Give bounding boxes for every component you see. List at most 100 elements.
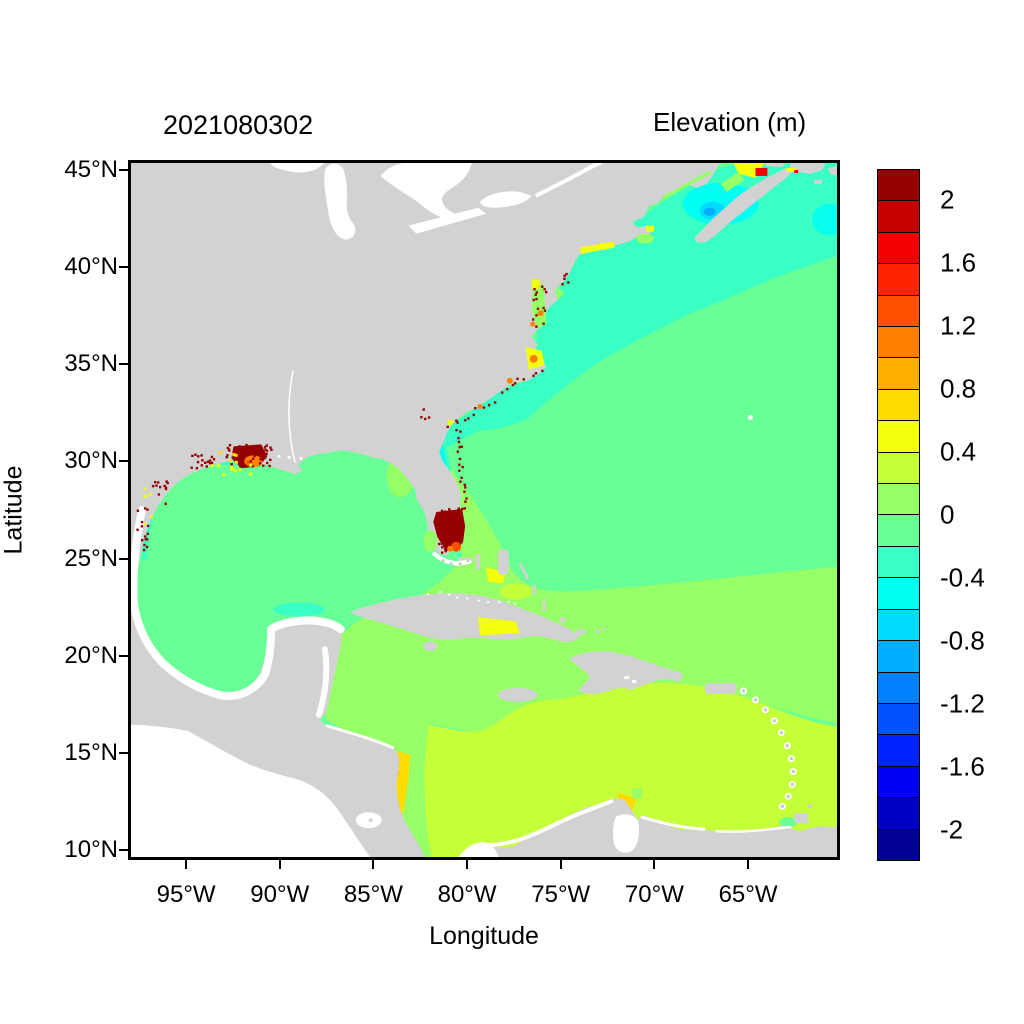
colorbar-cell xyxy=(878,327,919,359)
land-hispaniola xyxy=(569,651,684,694)
nantucket-green-patch xyxy=(636,233,655,244)
colorbar-tick-label: 0.4 xyxy=(940,436,977,467)
y-tick-mark xyxy=(119,751,128,754)
x-tick-label: 70°W xyxy=(624,881,684,908)
x-tick-label: 75°W xyxy=(531,881,591,908)
land-north-america xyxy=(130,162,721,858)
colorbar-cell xyxy=(878,295,919,328)
everglades-darkred-blob xyxy=(433,509,466,551)
land-pei xyxy=(762,162,787,167)
colorbar-tick-label: 0 xyxy=(940,499,955,530)
colorbar-cell xyxy=(878,170,919,202)
colorbar-cell xyxy=(878,389,919,422)
fundy-approach-core xyxy=(703,207,716,216)
colorbar-cell xyxy=(878,672,919,704)
pacific-ocean-mask xyxy=(130,724,371,858)
colorbar-cell xyxy=(878,641,919,673)
colorbar-cell xyxy=(878,452,919,485)
hispaniola-lake xyxy=(624,676,630,680)
y-tick-label: 45°N xyxy=(64,155,118,183)
chesapeake-bay xyxy=(531,279,547,330)
land-puerto-rico xyxy=(704,683,737,694)
y-tick-mark xyxy=(119,168,128,171)
colorbar-cell xyxy=(878,609,919,642)
ometepe-islet xyxy=(368,818,373,823)
land-jamaica xyxy=(497,687,538,702)
x-tick-mark xyxy=(653,860,656,869)
carolina-orange-dot-2 xyxy=(477,404,483,410)
x-tick-mark xyxy=(185,860,188,869)
map-svg xyxy=(130,162,838,858)
x-tick-label: 65°W xyxy=(718,881,778,908)
y-axis-label: Latitude xyxy=(0,465,28,555)
lake-maracaibo xyxy=(612,814,640,853)
colorbar-tick-label: 2 xyxy=(940,184,955,215)
chesapeake-head-yellow xyxy=(531,279,540,290)
colorbar-cell xyxy=(878,735,919,767)
everglades-teal-dot xyxy=(456,552,462,558)
everglades-orange-spot xyxy=(451,541,462,552)
colorbar-tick-label: -1.6 xyxy=(940,751,985,782)
y-tick-label: 10°N xyxy=(64,836,118,864)
maine-coast-green xyxy=(662,170,712,200)
colorbar-cell xyxy=(878,264,919,296)
x-tick-mark xyxy=(278,860,281,869)
colorbar-tick-label: -0.4 xyxy=(940,562,985,593)
x-tick-mark xyxy=(747,860,750,869)
y-tick-label: 30°N xyxy=(64,447,118,475)
everglades-orange-2 xyxy=(447,545,454,552)
colorbar-tick-label: -1.2 xyxy=(940,688,985,719)
hispaniola-lake-2 xyxy=(632,680,637,684)
everglades-west-green xyxy=(423,529,438,552)
y-tick-label: 20°N xyxy=(64,641,118,669)
land-ne-islet xyxy=(828,165,838,176)
colorbar xyxy=(877,169,920,861)
fundy-red-spot xyxy=(755,167,768,176)
x-axis-label: Longitude xyxy=(429,922,539,950)
coastal-white-bands xyxy=(130,506,792,848)
long-island-sound xyxy=(579,241,616,254)
colorbar-cell xyxy=(878,232,919,265)
chesapeake-orange-dot-2 xyxy=(530,321,536,327)
venezuela-green-patch xyxy=(632,788,643,799)
y-tick-mark xyxy=(119,265,128,268)
lake-superior-edge xyxy=(269,162,325,173)
colorbar-cell xyxy=(878,484,919,516)
colorbar-cell xyxy=(878,578,919,610)
land-lesser-antilles xyxy=(740,687,813,824)
run-id-title: 2021080302 xyxy=(163,110,314,140)
ne-corner-patch xyxy=(812,203,838,236)
y-tick-mark xyxy=(119,363,128,366)
colorbar-cell xyxy=(878,703,919,736)
pamlico-orange-spot xyxy=(529,354,538,363)
lake-ontario xyxy=(480,191,532,208)
colorbar-title: Elevation (m) xyxy=(653,107,807,137)
ne-shelf-region xyxy=(430,162,838,457)
delaware-bay xyxy=(555,287,565,301)
south-caribbean-region xyxy=(424,683,838,858)
fundy-green-band xyxy=(720,171,745,192)
colorbar-cell xyxy=(878,766,919,799)
colorbar-tick-label: 1.2 xyxy=(940,310,977,341)
bermuda xyxy=(748,415,753,421)
mississippi-river xyxy=(288,370,296,463)
colorbar-cell xyxy=(878,201,919,233)
colorbar-cell xyxy=(878,515,919,547)
land-isle-of-youth xyxy=(423,641,438,652)
campeche-aqua-sliver xyxy=(273,602,325,617)
chesapeake-orange-dot xyxy=(537,310,544,317)
paria-green-patch xyxy=(779,817,798,828)
x-tick-mark xyxy=(559,860,562,869)
lake-michigan xyxy=(324,163,356,240)
x-tick-label: 80°W xyxy=(437,881,497,908)
map-plot xyxy=(128,160,840,860)
colorbar-tick-label: 1.6 xyxy=(940,247,977,278)
savannah-yellow-dot xyxy=(447,419,454,426)
y-tick-label: 40°N xyxy=(64,252,118,280)
colorbar-cell xyxy=(878,358,919,390)
land-bahamas xyxy=(458,549,605,636)
land-islet xyxy=(814,179,823,184)
colorbar-tick-label: -0.8 xyxy=(940,625,985,656)
y-tick-mark xyxy=(119,557,128,560)
